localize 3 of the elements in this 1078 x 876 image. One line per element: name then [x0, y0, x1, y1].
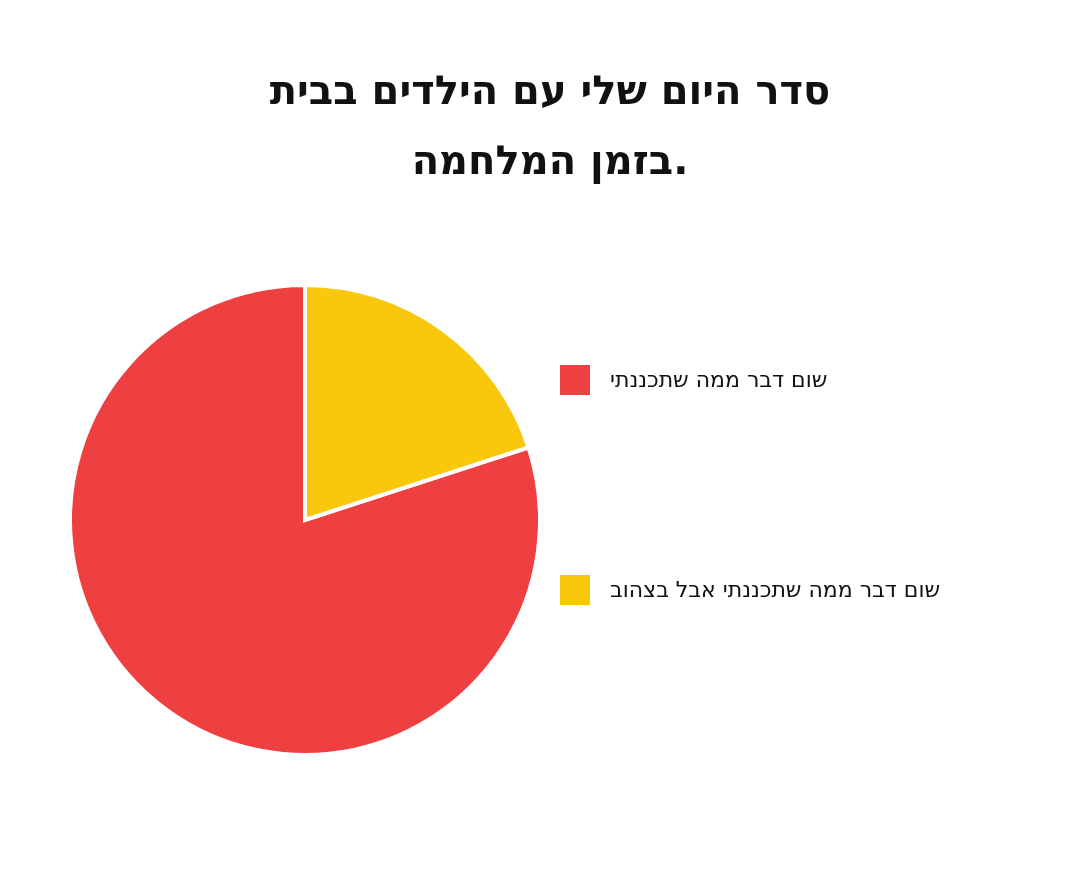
chart-title: סדר היום שלי עם הילדים בבית בזמן המלחמה.: [269, 67, 831, 184]
legend-label: שום דבר ממה שתכננתי אבל בצהוב: [610, 577, 941, 602]
legend-label: שום דבר ממה שתכננתי: [610, 367, 828, 392]
